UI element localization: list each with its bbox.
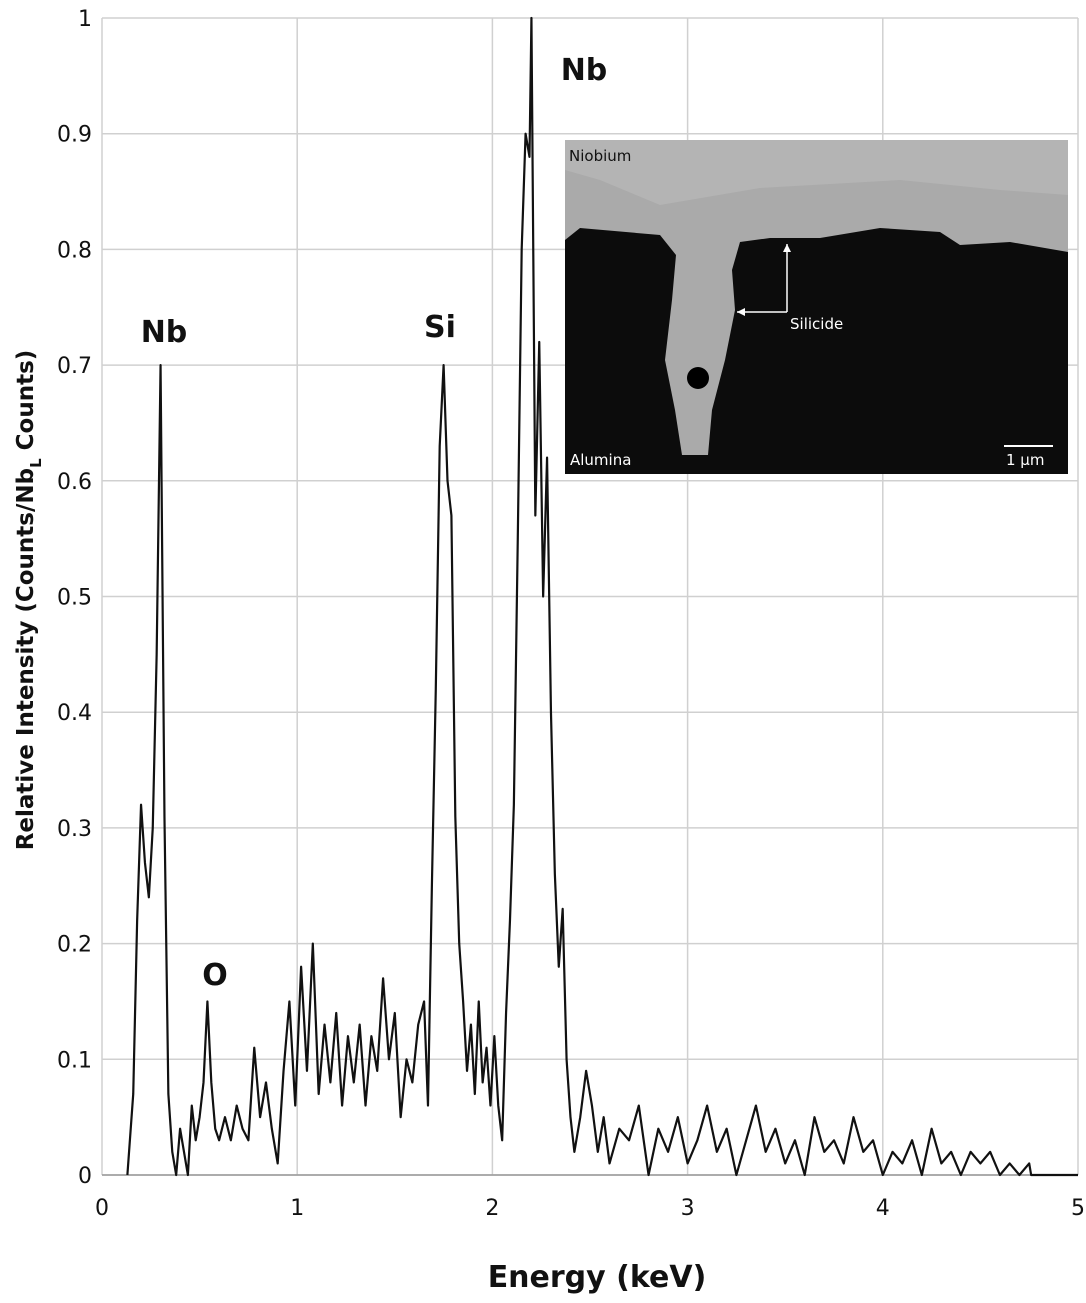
x-axis-title: Energy (keV) <box>488 1260 707 1295</box>
y-tick-label: 0.1 <box>57 1048 92 1073</box>
inset-arrowheads <box>737 244 791 316</box>
x-tick-label: 3 <box>681 1196 695 1221</box>
x-tick-label: 1 <box>290 1196 304 1221</box>
y-tick-label: 0.2 <box>57 933 92 958</box>
inset-label: Silicide <box>790 315 843 333</box>
y-axis-title-part: L <box>27 458 45 468</box>
peak-label: O <box>202 958 228 993</box>
x-tick-label: 5 <box>1071 1196 1085 1221</box>
x-tick-label: 4 <box>876 1196 890 1221</box>
peak-label: Si <box>424 310 456 345</box>
y-tick-label: 0.5 <box>57 586 92 611</box>
y-tick-label: 0.6 <box>57 470 92 495</box>
peak-label: Nb <box>561 53 608 88</box>
grid <box>101 17 1079 1176</box>
inset-label: 1 µm <box>1006 451 1044 469</box>
inset-micrograph: Niobium Silicide Alumina 1 µm <box>565 140 1068 474</box>
y-axis-title-part: Counts) <box>13 350 39 459</box>
y-tick-label: 0.7 <box>57 354 92 379</box>
y-tick-label: 0.8 <box>57 238 92 263</box>
spectrum-line <box>126 16 1078 1177</box>
peak-label: Nb <box>141 315 188 350</box>
y-tick-label: 0.4 <box>57 701 92 726</box>
y-tick-label: 0 <box>78 1164 92 1189</box>
inset-label: Alumina <box>570 451 631 469</box>
y-tick-label: 1 <box>78 7 92 32</box>
x-tick-label: 2 <box>485 1196 499 1221</box>
x-tick-label: 0 <box>95 1196 109 1221</box>
y-tick-label: 0.9 <box>57 123 92 148</box>
y-axis-title: Relative Intensity (Counts/NbL Counts) <box>13 350 45 851</box>
y-axis-title-part: Relative Intensity (Counts/Nb <box>13 468 39 850</box>
inset-niobium-texture <box>565 140 1068 205</box>
inset-label: Niobium <box>569 147 631 165</box>
y-tick-label: 0.3 <box>57 817 92 842</box>
inset-spot <box>687 367 709 389</box>
